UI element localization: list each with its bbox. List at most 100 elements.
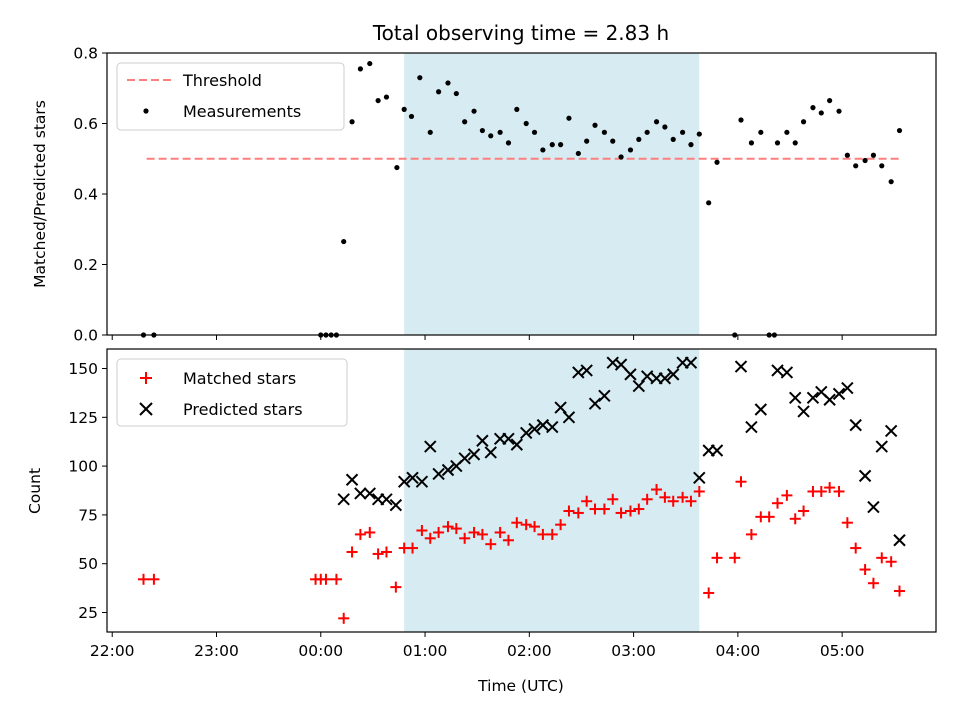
- x-tick-label: 05:00: [820, 642, 865, 660]
- y-tick-label: 50: [78, 555, 98, 573]
- matched-star-point: [703, 587, 715, 599]
- predicted-star-point: [580, 364, 593, 377]
- measurement-point: [436, 89, 442, 95]
- matched-star-point: [338, 612, 350, 624]
- measurement-point: [810, 105, 816, 111]
- matched-star-point: [876, 552, 888, 564]
- matched-star-point: [841, 517, 853, 529]
- x-axis-label: Time (UTC): [477, 677, 564, 695]
- predicted-star-point: [797, 405, 810, 418]
- measurement-point: [680, 129, 686, 135]
- top-y-ticks: 0.0 0.2 0.4 0.6 0.8: [73, 45, 107, 345]
- matched-star-point: [781, 489, 793, 501]
- predicted-star-point: [693, 471, 706, 485]
- measurement-point: [575, 150, 581, 157]
- matched-star-point: [850, 542, 862, 554]
- measurement-point: [531, 129, 538, 135]
- matched-star-point: [494, 526, 506, 538]
- matched-star-point: [555, 519, 567, 531]
- matched-star-point: [659, 491, 671, 503]
- predicted-star-point: [502, 432, 515, 445]
- matched-star-point: [537, 528, 549, 540]
- matched-star-point: [894, 585, 906, 597]
- measurement-point: [792, 140, 798, 146]
- predicted-star-point: [354, 487, 367, 500]
- matched-star-point: [380, 546, 392, 558]
- predicted-star-point: [832, 387, 846, 401]
- measurement-point: [514, 106, 520, 112]
- measurement-point: [401, 106, 407, 112]
- measurement-point: [540, 147, 546, 153]
- observing-window-bottom: [404, 349, 700, 632]
- matched-star-point: [711, 552, 723, 564]
- measurement-point: [471, 108, 477, 114]
- measurement-point: [505, 140, 512, 146]
- measurement-point: [349, 119, 355, 125]
- measurement-point: [644, 129, 650, 135]
- predicted-star-point: [484, 446, 497, 459]
- top-x-ticks: [111, 335, 843, 340]
- measurement-point: [662, 124, 668, 130]
- matched-star-point: [459, 532, 471, 544]
- predicted-star-point: [754, 403, 768, 416]
- predicted-star-point: [658, 372, 672, 385]
- predicted-star-point: [841, 381, 854, 395]
- matched-legend-swatch: [140, 372, 152, 384]
- matched-star-point: [745, 528, 757, 540]
- measurement-point: [836, 108, 842, 114]
- matched-star-point: [424, 532, 436, 544]
- measurement-point: [748, 140, 755, 146]
- measurement-point: [888, 179, 894, 185]
- measurement-point: [610, 138, 616, 144]
- predicted-star-point: [780, 366, 794, 379]
- predicted-star-point: [823, 393, 836, 406]
- matched-star-point: [137, 573, 149, 585]
- measurement-point: [479, 127, 485, 134]
- matched-star-point: [468, 526, 480, 538]
- predicted-star-point: [424, 440, 437, 453]
- x-tick-label: 23:00: [194, 642, 239, 660]
- matched-star-point: [651, 484, 663, 496]
- predicted-star-point: [476, 434, 489, 447]
- bottom-y-axis-label: Count: [26, 468, 44, 514]
- y-tick-label: 150: [68, 360, 98, 378]
- top-legend: Threshold Measurements: [116, 62, 345, 131]
- measurement-point: [774, 140, 781, 146]
- measurement-point: [758, 129, 764, 135]
- measurement-point: [445, 80, 451, 86]
- matched-star-point: [815, 485, 827, 497]
- top-y-axis-label: Matched/Predicted stars: [31, 100, 49, 288]
- predicted-star-point: [397, 475, 411, 488]
- matched-star-point: [685, 495, 697, 507]
- top-legend-box: [116, 62, 345, 131]
- predicted-star-point: [849, 418, 862, 432]
- matched-star-point: [354, 528, 366, 540]
- predicted-star-point: [380, 493, 393, 506]
- matched-star-point: [677, 491, 689, 503]
- measurement-point: [688, 142, 694, 148]
- predicted-star-point: [710, 444, 724, 457]
- measurement-point: [653, 119, 660, 125]
- measurement-point: [853, 163, 859, 169]
- measurement-point: [592, 122, 598, 128]
- observing-window-span: [404, 53, 700, 335]
- predicted-star-point: [614, 358, 628, 371]
- chart-title: Total observing time = 2.83 h: [372, 21, 669, 45]
- y-tick-label: 0.4: [73, 186, 98, 204]
- x-tick-label: 03:00: [611, 642, 656, 660]
- matched-star-point: [485, 538, 497, 550]
- predicted-star-point: [598, 389, 611, 403]
- measurement-point: [636, 136, 642, 142]
- bottom-x-ticks: 22:00 23:00 00:00 01:00 02:00 03:00 04:00 05:00: [90, 632, 865, 660]
- predicted-star-point: [745, 420, 758, 434]
- matched-star-point: [390, 581, 402, 593]
- predicted-star-point: [884, 424, 898, 438]
- measurement-point: [618, 154, 624, 160]
- y-tick-label: 0.8: [73, 45, 98, 63]
- measurement-point: [367, 60, 373, 67]
- matched-star-point: [320, 573, 332, 585]
- observing-window-span: [404, 349, 700, 632]
- matched-star-point: [407, 542, 419, 554]
- measurement-point: [896, 127, 903, 134]
